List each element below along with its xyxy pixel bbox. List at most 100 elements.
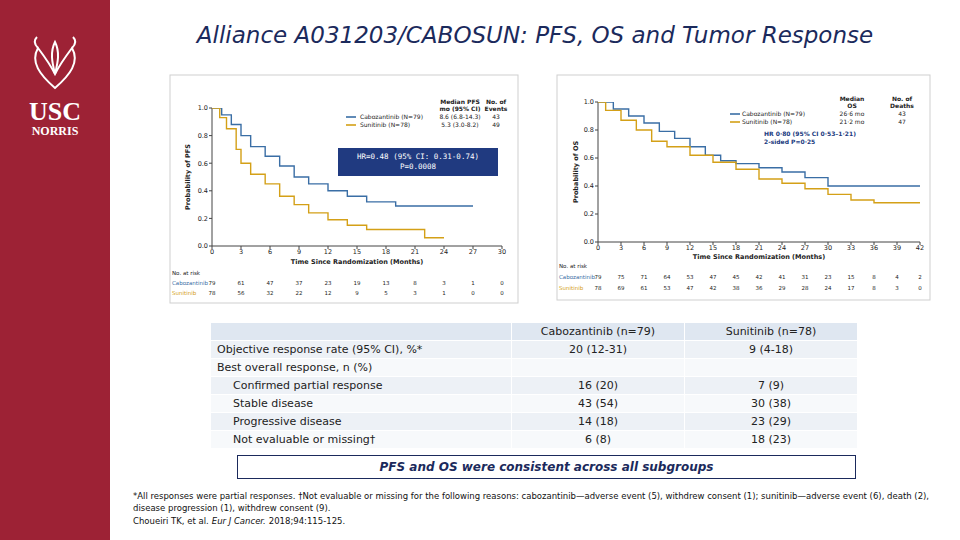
- legend-header: Deaths: [890, 102, 914, 109]
- x-tick-label: 0: [210, 248, 214, 256]
- at-risk-name: Cabozantinib: [172, 280, 209, 286]
- legend-header: Median: [840, 95, 865, 102]
- y-tick-label: 1.0: [584, 98, 594, 106]
- y-tick: [595, 214, 598, 215]
- at-risk-count: 78: [595, 285, 602, 291]
- y-tick: [595, 130, 598, 131]
- side-band: [0, 0, 110, 540]
- at-risk-name: Cabozantinib: [559, 274, 596, 280]
- legend-count: 47: [898, 118, 906, 125]
- at-risk-count: 3: [442, 280, 446, 286]
- at-risk-count: 69: [618, 285, 625, 291]
- at-risk-count: 3: [413, 290, 417, 296]
- y-axis: [598, 102, 599, 242]
- row-label: Progressive disease: [211, 413, 512, 431]
- at-risk-count: 61: [641, 285, 648, 291]
- legend-swatch: [346, 116, 356, 118]
- legend-swatch: [346, 124, 356, 126]
- citation: Choueiri TK, et al.Eur J Cancer.2018;94:…: [133, 515, 933, 527]
- x-tick-label: 33: [847, 244, 855, 252]
- legend-count: 43: [492, 113, 500, 120]
- y-tick: [209, 163, 212, 164]
- at-risk-count: 23: [325, 280, 332, 286]
- legend-swatch: [730, 113, 740, 115]
- x-tick-label: 21: [411, 248, 419, 256]
- table-row: Stable disease43 (54)30 (38): [211, 395, 858, 413]
- at-risk-count: 28: [802, 285, 809, 291]
- km-chart: 0.00.20.40.60.81.0036912151821242730Time…: [170, 75, 518, 303]
- legend-header: No. of: [486, 98, 507, 105]
- at-risk-count: 0: [471, 290, 475, 296]
- row-label: Objective response rate (95% CI), %*: [211, 341, 512, 359]
- legend-header: No. of: [892, 95, 913, 102]
- y-axis-label: Probability of OS: [572, 141, 580, 204]
- y-tick: [595, 102, 598, 103]
- x-tick-label: 3: [239, 248, 243, 256]
- at-risk-count: 36: [756, 285, 763, 291]
- x-tick-label: 24: [778, 244, 786, 252]
- at-risk-count: 17: [848, 285, 855, 291]
- x-axis-label: Time Since Randomization (Months): [291, 258, 423, 266]
- table-header: Sunitinib (n=78): [685, 323, 858, 341]
- at-risk-count: 1: [442, 290, 446, 296]
- y-tick-label: 0.4: [584, 182, 594, 190]
- table-cell: 6 (8): [512, 431, 685, 449]
- x-tick-label: 9: [665, 244, 669, 252]
- table-cell: 7 (9): [685, 377, 858, 395]
- legend: MedianOSNo. ofDeathsCabozantinib (N=79)2…: [730, 95, 914, 125]
- km-curve: [598, 102, 920, 203]
- y-tick: [595, 186, 598, 187]
- legend-header: mo (95% CI): [439, 105, 480, 112]
- legend-header: Median PFS: [440, 98, 480, 105]
- group-label: Best overall response, n (%): [211, 359, 512, 377]
- table-row: Confirmed partial response16 (20)7 (9): [211, 377, 858, 395]
- at-risk-count: 53: [687, 274, 694, 280]
- footnote: *All responses were partial responses. †…: [133, 490, 933, 514]
- slide-title: Alliance A031203/CABOSUN: PFS, OS and Tu…: [110, 22, 960, 48]
- at-risk-count: 1: [471, 280, 475, 286]
- y-tick-label: 0.2: [584, 210, 594, 218]
- at-risk-count: 0: [500, 290, 504, 296]
- x-tick-label: 3: [619, 244, 623, 252]
- y-tick-label: 0.8: [584, 126, 594, 134]
- logo-text: NORRIS: [32, 124, 79, 138]
- y-tick-label: 0.0: [198, 242, 208, 250]
- at-risk-count: 47: [710, 274, 717, 280]
- at-risk-count: 8: [872, 274, 876, 280]
- y-axis: [212, 108, 213, 246]
- table-cell: 16 (20): [512, 377, 685, 395]
- x-tick-label: 42: [916, 244, 924, 252]
- at-risk-count: 0: [918, 285, 922, 291]
- at-risk-count: 38: [733, 285, 740, 291]
- annotation: HR=0.48 (95% CI: 0.31-0.74): [357, 152, 479, 161]
- response-table: Cabozantinib (n=79)Sunitinib (n=78)Objec…: [210, 322, 858, 449]
- at-risk-count: 78: [209, 290, 216, 296]
- chart-frame: [557, 75, 930, 300]
- at-risk-count: 56: [238, 290, 245, 296]
- citation-authors: Choueiri TK, et al.: [133, 516, 209, 526]
- at-risk-count: 13: [383, 280, 390, 286]
- legend-label: Sunitinib (N=78): [742, 118, 792, 125]
- slide-canvas: USCNORRIS0.00.20.40.60.81.00369121518212…: [0, 0, 960, 540]
- at-risk-count: 31: [802, 274, 809, 280]
- x-tick-label: 18: [382, 248, 390, 256]
- row-label: Stable disease: [211, 395, 512, 413]
- legend-label: Cabozantinib (N=79): [360, 113, 423, 120]
- table-group-row: Best overall response, n (%): [211, 359, 858, 377]
- x-tick-label: 12: [324, 248, 332, 256]
- at-risk-count: 79: [595, 274, 602, 280]
- x-tick-label: 30: [498, 248, 506, 256]
- at-risk-count: 45: [733, 274, 740, 280]
- at-risk-count: 64: [664, 274, 671, 280]
- at-risk-count: 32: [267, 290, 274, 296]
- logo-leaf: [35, 48, 75, 88]
- table-row: Not evaluable or missing†6 (8)18 (23): [211, 431, 858, 449]
- annotation: HR 0·80 (95% CI 0·53–1·21): [764, 130, 856, 137]
- logo-curl: [35, 37, 75, 48]
- at-risk-count: 29: [779, 285, 786, 291]
- at-risk-count: 4: [895, 274, 899, 280]
- y-tick-label: 0.6: [584, 154, 594, 162]
- at-risk-count: 37: [296, 280, 303, 286]
- table-row: Progressive disease14 (18)23 (29): [211, 413, 858, 431]
- at-risk-count: 75: [618, 274, 625, 280]
